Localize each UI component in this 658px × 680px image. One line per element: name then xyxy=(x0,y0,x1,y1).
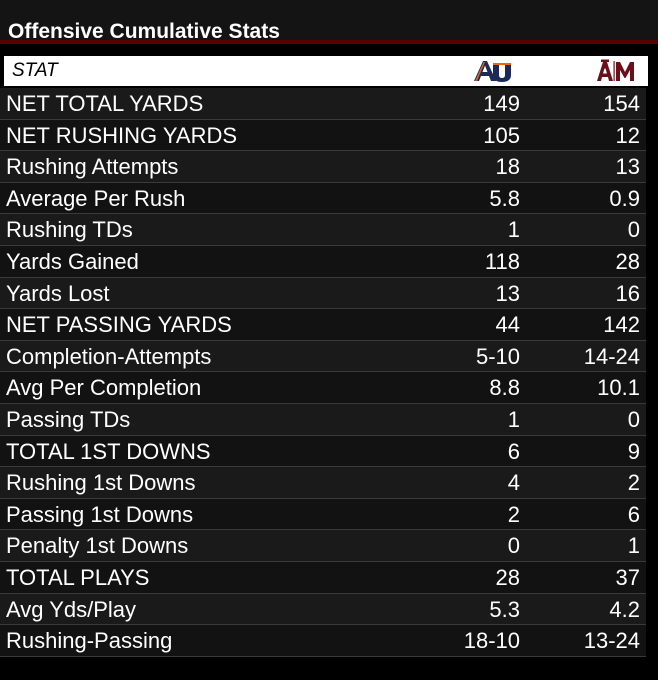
auburn-value: 0 xyxy=(507,533,520,559)
texas-am-value: 16 xyxy=(615,280,640,306)
title-bar: Offensive Cumulative Stats xyxy=(0,0,658,44)
auburn-value: 5.8 xyxy=(489,185,520,211)
stat-label: NET RUSHING YARDS xyxy=(6,122,238,148)
texas-am-value: 28 xyxy=(615,248,640,274)
stat-label: Passing 1st Downs xyxy=(6,501,194,527)
stat-label: Penalty 1st Downs xyxy=(6,533,189,559)
texas-am-value: 6 xyxy=(627,501,640,527)
stat-label: NET TOTAL YARDS xyxy=(6,91,204,116)
table-row: NET TOTAL YARDS 149 154 xyxy=(0,88,646,120)
auburn-value: 5-10 xyxy=(475,343,520,369)
stat-label: Avg Per Completion xyxy=(6,375,202,401)
stat-label: TOTAL 1ST DOWNS xyxy=(6,438,211,464)
texas-am-value: 154 xyxy=(603,91,640,116)
stat-label: NET PASSING YARDS xyxy=(6,312,232,338)
stat-column-header: STAT xyxy=(12,60,58,81)
table-row: Passing TDs 1 0 xyxy=(0,403,646,436)
auburn-value: 18 xyxy=(495,154,520,180)
auburn-value: 1 xyxy=(507,217,520,243)
auburn-value: 8.8 xyxy=(489,375,520,401)
table-row: NET PASSING YARDS 44 142 xyxy=(0,309,646,341)
texas-am-value: 37 xyxy=(615,564,640,590)
auburn-value: 44 xyxy=(495,312,520,338)
table-row: Passing 1st Downs 2 6 xyxy=(0,498,646,531)
stat-label: Rushing 1st Downs xyxy=(6,470,196,496)
texas-am-value: 13-24 xyxy=(583,628,640,654)
texas-am-value: 142 xyxy=(603,312,640,338)
auburn-value: 5.3 xyxy=(489,596,520,622)
stat-label: Avg Yds/Play xyxy=(6,596,137,622)
table-row: Rushing-Passing 18-10 13-24 xyxy=(0,625,646,657)
texas-am-value: 0 xyxy=(627,217,640,243)
table-row: Rushing Attempts 18 13 xyxy=(0,151,646,183)
table-header: STAT xyxy=(4,56,648,86)
texas-am-value: 9 xyxy=(627,438,640,464)
table-row: Avg Yds/Play 5.3 4.2 xyxy=(0,593,646,626)
auburn-value: 4 xyxy=(507,470,520,496)
stat-label: Rushing TDs xyxy=(6,217,133,243)
table-row: NET RUSHING YARDS 105 12 xyxy=(0,119,646,152)
auburn-value: 105 xyxy=(483,122,520,148)
texas-am-value: 14-24 xyxy=(583,343,640,369)
page-title: Offensive Cumulative Stats xyxy=(8,20,280,43)
table-row: TOTAL PLAYS 28 37 xyxy=(0,561,646,594)
texas-am-value: 1 xyxy=(627,533,640,559)
stats-table-body: NET TOTAL YARDS 149 154 NET RUSHING YARDS 10… xyxy=(0,88,646,657)
auburn-value: 1 xyxy=(507,406,520,432)
stat-label: Average Per Rush xyxy=(6,185,186,211)
table-row: TOTAL 1ST DOWNS 6 9 xyxy=(0,435,646,468)
texas-am-value: 0.9 xyxy=(609,185,640,211)
stat-label: Completion-Attempts xyxy=(6,343,212,369)
auburn-au-logo-icon xyxy=(474,61,511,82)
stat-label: TOTAL PLAYS xyxy=(6,564,150,590)
table-row: Yards Gained 118 28 xyxy=(0,245,646,278)
table-row: Rushing TDs 1 0 xyxy=(0,214,646,246)
table-row: Completion-Attempts 5-10 14-24 xyxy=(0,340,646,373)
auburn-value: 149 xyxy=(483,91,520,116)
auburn-value: 18-10 xyxy=(463,628,520,654)
stat-label: Rushing-Passing xyxy=(6,628,173,654)
texas-am-value: 10.1 xyxy=(597,375,640,401)
auburn-value: 2 xyxy=(507,501,520,527)
texas-am-value: 4.2 xyxy=(609,596,640,622)
texas-am-value: 13 xyxy=(615,154,640,180)
table-row: Avg Per Completion 8.8 10.1 xyxy=(0,372,646,404)
texas-am-atm-logo-icon xyxy=(597,59,634,81)
stat-label: Yards Lost xyxy=(6,280,110,306)
texas-am-value: 12 xyxy=(615,122,640,148)
stat-label: Yards Gained xyxy=(6,248,139,274)
auburn-value: 13 xyxy=(495,280,520,306)
auburn-value: 6 xyxy=(507,438,520,464)
table-row: Average Per Rush 5.8 0.9 xyxy=(0,182,646,215)
table-row: Yards Lost 13 16 xyxy=(0,277,646,310)
auburn-value: 28 xyxy=(495,564,520,590)
table-row: Rushing 1st Downs 4 2 xyxy=(0,467,646,499)
stat-label: Rushing Attempts xyxy=(6,154,179,180)
table-row: Penalty 1st Downs 0 1 xyxy=(0,530,646,562)
texas-am-value: 2 xyxy=(627,470,640,496)
texas-am-value: 0 xyxy=(627,406,640,432)
auburn-value: 118 xyxy=(484,248,520,274)
stat-label: Passing TDs xyxy=(6,406,131,432)
